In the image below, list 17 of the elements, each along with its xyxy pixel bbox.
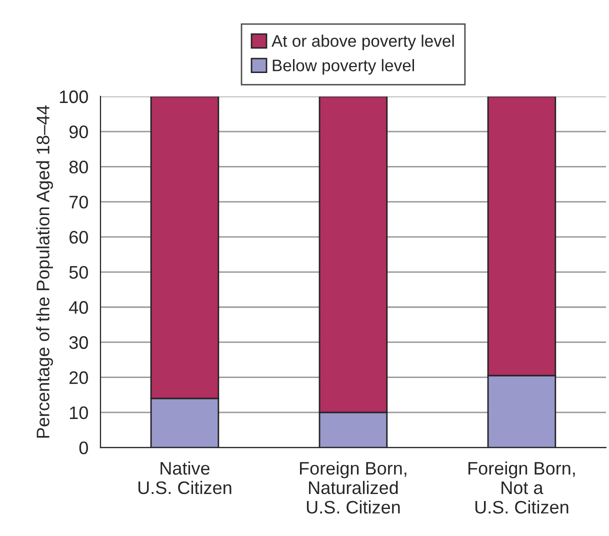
y-tick-label: 50 — [69, 266, 88, 279]
y-axis-title: Percentage of the Population Aged 18–44 — [36, 105, 53, 438]
legend-label: Below poverty level — [272, 59, 414, 75]
y-tick-label: 10 — [70, 406, 88, 420]
y-tick-label: 0 — [79, 441, 88, 454]
y-tick-label: 40 — [69, 301, 88, 314]
legend-label: At or above poverty level — [272, 34, 454, 50]
y-tick-label: 70 — [70, 196, 88, 209]
y-tick-label: 20 — [70, 371, 88, 384]
y-tick-label: 80 — [69, 160, 88, 174]
x-tick-label: Foreign Born, Not a U.S. Citizen — [468, 461, 575, 514]
x-tick-label: Foreign Born, Naturalized U.S. Citizen — [300, 461, 406, 514]
x-tick-label: Native U.S. Citizen — [138, 461, 232, 494]
y-tick-label: 30 — [69, 336, 88, 349]
y-tick-label: 60 — [70, 230, 88, 244]
y-tick-label: 90 — [69, 126, 88, 138]
y-tick-label: 100 — [60, 90, 88, 104]
